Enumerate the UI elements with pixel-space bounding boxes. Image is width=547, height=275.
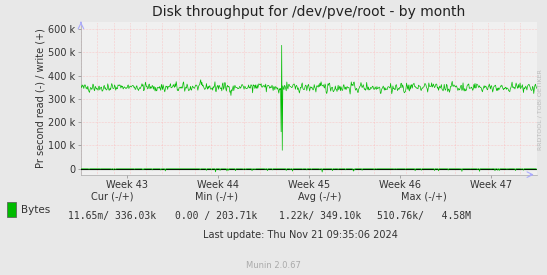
Text: 11.65m/ 336.03k: 11.65m/ 336.03k <box>68 211 156 221</box>
Y-axis label: Pr second read (-) / write (+): Pr second read (-) / write (+) <box>36 28 45 168</box>
Text: 1.22k/ 349.10k: 1.22k/ 349.10k <box>279 211 361 221</box>
Text: Max (-/+): Max (-/+) <box>401 192 447 202</box>
Text: Last update: Thu Nov 21 09:35:06 2024: Last update: Thu Nov 21 09:35:06 2024 <box>203 230 398 240</box>
Text: RRDTOOL / TOBI OETIKER: RRDTOOL / TOBI OETIKER <box>538 70 543 150</box>
Text: Cur (-/+): Cur (-/+) <box>91 192 133 202</box>
Text: Munin 2.0.67: Munin 2.0.67 <box>246 260 301 270</box>
Text: Bytes: Bytes <box>21 205 50 214</box>
Text: 0.00 / 203.71k: 0.00 / 203.71k <box>175 211 257 221</box>
Text: Min (-/+): Min (-/+) <box>195 192 237 202</box>
Text: 510.76k/   4.58M: 510.76k/ 4.58M <box>377 211 471 221</box>
Text: Avg (-/+): Avg (-/+) <box>298 192 342 202</box>
Title: Disk throughput for /dev/pve/root - by month: Disk throughput for /dev/pve/root - by m… <box>152 6 465 20</box>
